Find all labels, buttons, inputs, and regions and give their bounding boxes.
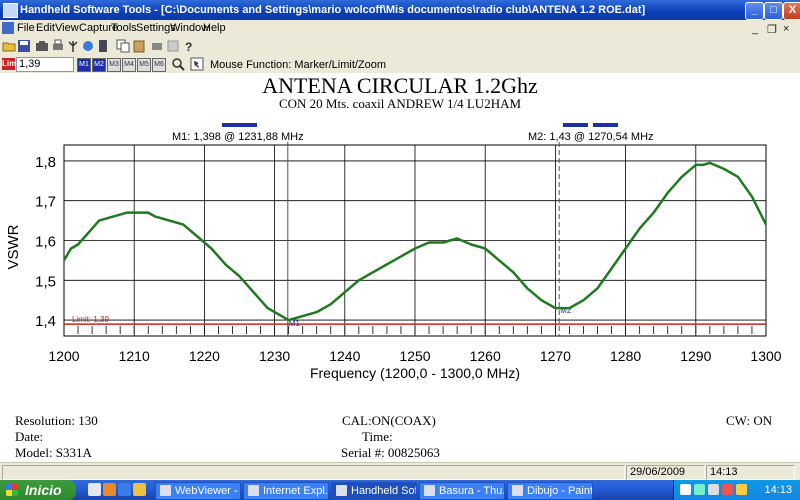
task-handheld-software[interactable]: Handheld Sof... xyxy=(331,482,417,500)
limit-input[interactable]: 1,39 xyxy=(16,57,74,72)
time-text: Time: xyxy=(362,429,393,444)
task-label: Internet Expl... xyxy=(263,485,329,497)
start-label: Inicio xyxy=(25,482,62,498)
menu-file[interactable]: File xyxy=(17,22,35,34)
marker-m1-readout: M1: 1,398 @ 1231,88 MHz xyxy=(172,131,304,143)
serial-text: Serial #: 00825063 xyxy=(341,445,440,460)
paint-task-icon xyxy=(512,485,523,496)
folder-icon[interactable] xyxy=(133,483,146,496)
ie-task-icon xyxy=(248,485,259,496)
marker-m4-button[interactable]: M4 xyxy=(122,58,136,72)
webviewer-icon xyxy=(160,485,171,496)
paste-icon[interactable] xyxy=(132,39,146,53)
svg-text:?: ? xyxy=(185,40,192,53)
marker-m6-button[interactable]: M6 xyxy=(152,58,166,72)
task-label: Handheld Sof... xyxy=(351,485,417,497)
antenna-icon[interactable] xyxy=(66,39,80,53)
marker-m1-button[interactable]: M1 xyxy=(77,58,91,72)
status-time: 14:13 xyxy=(706,465,795,480)
marker-m3-button[interactable]: M3 xyxy=(107,58,121,72)
help-tray-icon[interactable] xyxy=(680,484,691,495)
update-tray-icon[interactable] xyxy=(736,484,747,495)
print-preview-icon[interactable] xyxy=(150,39,164,53)
marker-m5-button[interactable]: M5 xyxy=(137,58,151,72)
date-text: Date: xyxy=(15,429,44,444)
taskbar: Inicio WebViewer - ... Internet Expl... … xyxy=(0,480,800,500)
marker-m2-button[interactable]: M2 xyxy=(92,58,106,72)
document-icon[interactable] xyxy=(2,22,14,34)
task-internet-explorer[interactable]: Internet Expl... xyxy=(243,482,329,500)
handheld-task-icon xyxy=(336,485,347,496)
window-title: Handheld Software Tools - [C:\Documents … xyxy=(20,4,646,16)
system-tray: 14:13 xyxy=(673,480,800,500)
model-text: Model: S331A xyxy=(15,445,92,460)
marker-toolbar: Lim 1,39 M1 M2 M3 M4 M5 M6 Mouse Functio… xyxy=(0,56,800,74)
limit-button[interactable]: Lim xyxy=(2,58,17,70)
resolution-text: Resolution: 130 xyxy=(15,413,98,428)
maximize-button[interactable]: □ xyxy=(764,2,783,20)
capture-icon[interactable] xyxy=(35,39,49,53)
menu-window[interactable]: Window xyxy=(170,22,210,34)
task-label: Basura - Thu... xyxy=(439,485,505,497)
save-icon[interactable] xyxy=(17,39,31,53)
task-paint[interactable]: Dibujo - Paint xyxy=(507,482,593,500)
chart-title: ANTENA CIRCULAR 1.2Ghz xyxy=(262,73,538,98)
marker-m2-indicator-right xyxy=(593,123,618,127)
antivirus-tray-icon[interactable] xyxy=(722,484,733,495)
menu-help[interactable]: Help xyxy=(203,22,226,34)
menu-view[interactable]: View xyxy=(55,22,79,34)
mouse-function-label: Mouse Function: Marker/Limit/Zoom xyxy=(210,59,387,71)
chart-subtitle: CON 20 Mts. coaxil ANDREW 1/4 LU2HAM xyxy=(278,96,522,111)
mdi-close-button[interactable]: × xyxy=(783,23,790,35)
menu-bar: File Edit View Capture Tools Settings Wi… xyxy=(0,20,800,38)
close-button[interactable]: X xyxy=(783,2,800,20)
title-bar: Handheld Software Tools - [C:\Documents … xyxy=(0,0,800,20)
status-bar: 29/06/2009 14:13 xyxy=(0,462,800,481)
plot-area xyxy=(0,73,800,458)
print-icon[interactable] xyxy=(51,39,65,53)
volume-tray-icon[interactable] xyxy=(708,484,719,495)
open-folder-icon[interactable] xyxy=(2,39,16,53)
menu-settings[interactable]: Settings xyxy=(136,22,176,34)
windows-logo-icon xyxy=(6,484,18,496)
firefox-icon[interactable] xyxy=(103,483,116,496)
thunderbird-task-icon xyxy=(424,485,435,496)
status-date: 29/06/2009 xyxy=(626,465,705,480)
marker-m2-indicator-left xyxy=(563,123,588,127)
task-label: WebViewer - ... xyxy=(175,485,240,497)
marker-m2-readout: M2: 1,43 @ 1270,54 MHz xyxy=(528,131,654,143)
menu-edit[interactable]: Edit xyxy=(36,22,55,34)
ie-icon[interactable] xyxy=(118,483,131,496)
start-button[interactable]: Inicio xyxy=(0,480,76,500)
mdi-minimize-button[interactable]: _ xyxy=(752,23,759,35)
network-tray-icon[interactable] xyxy=(694,484,705,495)
taskbar-clock: 14:13 xyxy=(764,484,792,496)
zoom-icon[interactable] xyxy=(171,57,185,71)
minimize-button[interactable]: _ xyxy=(745,2,764,20)
device-icon[interactable] xyxy=(96,39,110,53)
task-webviewer[interactable]: WebViewer - ... xyxy=(155,482,241,500)
marker-m1-indicator xyxy=(222,123,257,127)
main-toolbar: ? xyxy=(0,37,800,57)
cal-text: CAL:ON(COAX) xyxy=(342,413,436,428)
help-icon[interactable]: ? xyxy=(181,39,195,54)
task-label: Dibujo - Paint xyxy=(527,485,593,497)
status-message xyxy=(2,465,625,480)
globe-icon[interactable] xyxy=(81,39,95,53)
app-icon[interactable] xyxy=(3,3,18,18)
menu-capture[interactable]: Capture xyxy=(79,22,119,34)
menu-tools[interactable]: Tools xyxy=(111,22,137,34)
blank-icon[interactable] xyxy=(166,39,180,53)
task-basura-thunderbird[interactable]: Basura - Thu... xyxy=(419,482,505,500)
cw-text: CW: ON xyxy=(726,413,773,428)
cursor-mode-icon[interactable] xyxy=(190,57,204,71)
copy-icon[interactable] xyxy=(116,39,130,53)
mdi-restore-button[interactable]: ❐ xyxy=(767,24,777,36)
desktop-icon[interactable] xyxy=(88,483,101,496)
